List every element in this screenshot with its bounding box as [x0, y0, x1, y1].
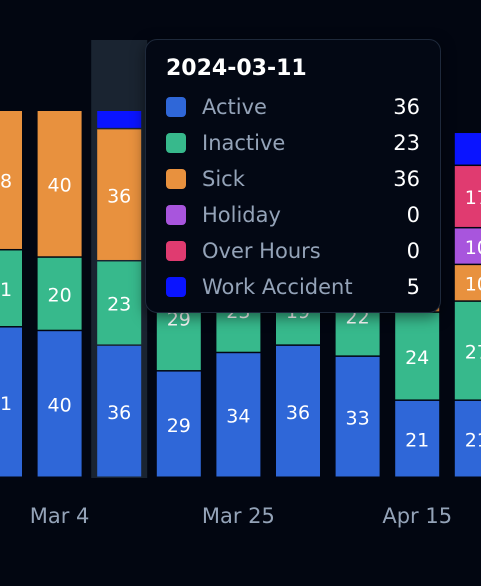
tooltip-label: Inactive	[202, 131, 286, 155]
bar-segment-sick	[37, 111, 82, 257]
bar-value-label: 41	[0, 393, 12, 415]
bar-value-label: 36	[286, 402, 310, 424]
tooltip-swatch	[166, 133, 186, 153]
tooltip-swatch	[166, 205, 186, 225]
bar-segment-sick	[0, 111, 22, 249]
chart-tooltip: 2024-03-11 Active 36 Inactive 23 Sick 36…	[145, 39, 441, 313]
bar-value-label: 27	[465, 341, 481, 363]
bar-segment-over-hours	[454, 166, 481, 227]
bar-value-label: 23	[107, 294, 131, 316]
tooltip-label: Work Accident	[202, 275, 353, 299]
tooltip-value: 0	[406, 239, 420, 263]
bar-value-label: 38	[0, 171, 12, 193]
bar-value-label: 17	[465, 187, 481, 209]
bar-segment-active	[37, 331, 82, 477]
tooltip-swatch	[166, 169, 186, 189]
bar-segment-active	[156, 371, 201, 477]
bar-value-label: 33	[346, 407, 370, 429]
x-tick-label: Mar 25	[202, 504, 275, 528]
bar-segment-work-accident	[97, 111, 142, 128]
bar-segment-inactive	[395, 312, 440, 400]
tooltip-label: Sick	[202, 167, 245, 191]
x-tick-label: Mar 4	[30, 504, 90, 528]
bar-value-label: 21	[465, 429, 481, 451]
bar-segment-active	[0, 327, 22, 477]
bar-segment-active	[97, 345, 142, 477]
bar-segment-inactive	[454, 301, 481, 400]
tooltip-swatch	[166, 241, 186, 261]
tooltip-row-sick: Sick 36	[166, 161, 420, 197]
bar-segment-sick	[454, 265, 481, 301]
bar-value-label: 21	[405, 429, 429, 451]
bar-segment-active	[454, 400, 481, 477]
bar-segment-sick	[97, 129, 142, 260]
bar-segment-active	[395, 400, 440, 477]
bar-value-label: 20	[48, 285, 72, 307]
tooltip-row-over-hours: Over Hours 0	[166, 233, 420, 269]
tooltip-row-work-accident: Work Accident 5	[166, 269, 420, 305]
bar-value-label: 29	[167, 415, 191, 437]
tooltip-value: 0	[406, 203, 420, 227]
tooltip-label: Over Hours	[202, 239, 321, 263]
bar-segment-active	[335, 356, 380, 477]
bar-value-label: 34	[226, 406, 250, 428]
bar-value-label: 24	[405, 347, 429, 369]
x-tick-label: Apr 15	[382, 504, 452, 528]
tooltip-row-holiday: Holiday 0	[166, 197, 420, 233]
tooltip-value: 23	[393, 131, 420, 155]
bar-value-label: 29	[167, 308, 191, 330]
tooltip-row-inactive: Inactive 23	[166, 125, 420, 161]
bar-segment-inactive	[97, 261, 142, 345]
bar-value-label: 36	[107, 402, 131, 424]
bar-value-label: 21	[0, 279, 12, 301]
bar-segment-active	[276, 345, 320, 477]
tooltip-swatch	[166, 97, 186, 117]
bar-value-label: 10	[465, 273, 481, 295]
bar-value-label: 10	[465, 237, 481, 259]
tooltip-title: 2024-03-11	[166, 56, 307, 81]
tooltip-value: 36	[393, 95, 420, 119]
bar-segment-work-accident	[454, 133, 481, 165]
tooltip-row-active: Active 36	[166, 89, 420, 125]
bar-segment-holiday	[454, 228, 481, 264]
tooltip-label: Active	[202, 95, 267, 119]
tooltip-value: 36	[393, 167, 420, 191]
tooltip-swatch	[166, 277, 186, 297]
bar-segment-active	[216, 353, 261, 477]
tooltip-value: 5	[406, 275, 420, 299]
bar-segment-inactive	[37, 257, 82, 330]
tooltip-label: Holiday	[202, 203, 281, 227]
bar-segment-inactive	[0, 250, 22, 327]
bar-value-label: 36	[107, 185, 131, 207]
bar-value-label: 40	[48, 395, 72, 417]
bar-value-label: 40	[48, 174, 72, 196]
